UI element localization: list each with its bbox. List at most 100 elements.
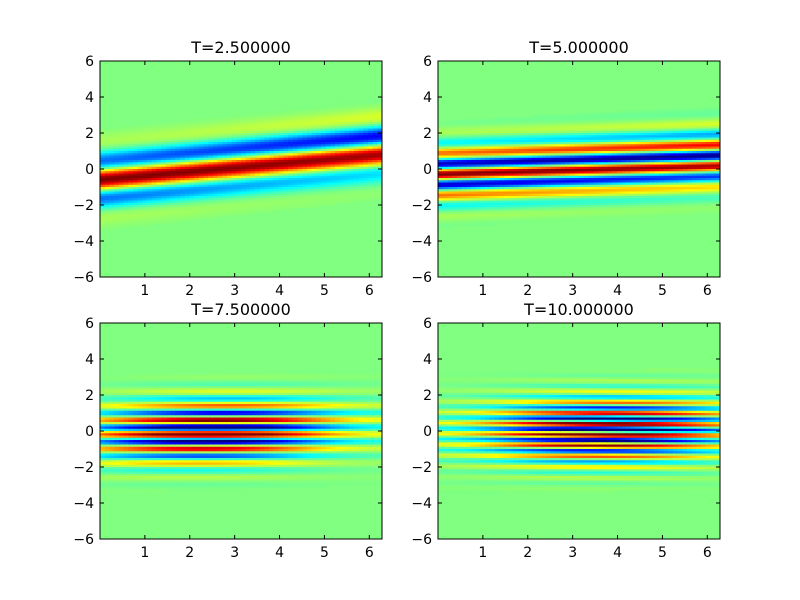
heatmap-cell — [194, 200, 200, 204]
heatmap-cell — [536, 164, 542, 168]
heatmap-cell — [517, 175, 524, 179]
heatmap-cell — [644, 126, 651, 130]
heatmap-cell — [597, 193, 604, 197]
heatmap-cell — [128, 164, 134, 168]
heatmap-cell — [616, 110, 622, 114]
heatmap-cell — [349, 162, 355, 166]
heatmap-cell — [555, 207, 561, 211]
heatmap-cell — [626, 137, 632, 141]
heatmap-cell — [217, 171, 223, 175]
heatmap-cell — [259, 171, 266, 175]
heatmap-cell — [377, 187, 382, 190]
heatmap-cell — [438, 214, 444, 217]
heatmap-cell — [335, 121, 341, 125]
heatmap-cell — [363, 187, 369, 190]
heatmap-cell — [311, 187, 317, 190]
heatmap-cell — [137, 220, 143, 224]
heatmap-cell — [658, 171, 665, 175]
heatmap-cell — [316, 133, 322, 136]
heatmap-cell — [292, 173, 298, 177]
heatmap-cell — [335, 103, 341, 107]
heatmap-cell — [118, 175, 125, 179]
heatmap-cell — [447, 220, 453, 224]
heatmap-cell — [255, 166, 261, 170]
heatmap-cell — [541, 133, 547, 136]
heatmap-cell — [452, 202, 458, 206]
heatmap-cell — [132, 187, 139, 190]
heatmap-cell — [513, 169, 519, 172]
heatmap-cell — [255, 139, 261, 143]
heatmap-cell — [241, 166, 247, 170]
heatmap-cell — [161, 148, 167, 152]
heatmap-cell — [452, 216, 458, 220]
heatmap-cell — [194, 180, 200, 184]
heatmap-cell — [297, 110, 303, 114]
heatmap-cell — [635, 130, 641, 134]
heatmap-cell — [100, 178, 106, 181]
heatmap-cell — [470, 128, 477, 132]
heatmap-cell — [325, 198, 331, 202]
heatmap-cell — [626, 133, 632, 136]
heatmap-cell — [593, 146, 599, 150]
heatmap-cell — [517, 202, 524, 206]
heatmap-cell — [208, 191, 214, 195]
heatmap-cell — [236, 198, 242, 202]
heatmap-cell — [363, 196, 369, 199]
heatmap-cell — [250, 137, 256, 141]
heatmap-cell — [494, 220, 500, 224]
heatmap-cell — [513, 157, 519, 161]
heatmap-cell — [536, 117, 542, 121]
heatmap-cell — [621, 207, 627, 211]
heatmap-cell — [480, 223, 486, 226]
heatmap-cell — [255, 124, 261, 127]
heatmap-cell — [456, 200, 463, 204]
heatmap-cell — [109, 196, 115, 199]
heatmap-cell — [353, 121, 360, 125]
heatmap-cell — [550, 193, 557, 197]
heatmap-cell — [128, 187, 134, 190]
heatmap-cell — [330, 146, 336, 150]
heatmap-cell — [335, 119, 341, 123]
heatmap-cell — [353, 137, 360, 141]
heatmap-cell — [564, 216, 571, 220]
heatmap-cell — [259, 175, 266, 179]
heatmap-cell — [550, 115, 557, 118]
heatmap-cell — [593, 191, 599, 195]
heatmap-cell — [203, 160, 209, 163]
heatmap-cell — [517, 218, 524, 222]
heatmap-cell — [447, 137, 453, 141]
heatmap-cell — [470, 193, 477, 197]
heatmap-cell — [212, 202, 219, 206]
heatmap-cell — [489, 162, 495, 166]
heatmap-cell — [118, 182, 125, 186]
heatmap-cell — [151, 220, 157, 224]
heatmap-cell — [574, 166, 580, 170]
heatmap-cell — [302, 196, 308, 199]
heatmap-cell — [602, 162, 608, 166]
heatmap-cell — [194, 128, 200, 132]
heatmap-cell — [335, 128, 341, 132]
heatmap-cell — [654, 169, 660, 172]
heatmap-cell — [503, 175, 510, 179]
heatmap-cell — [269, 155, 275, 159]
heatmap-cell — [663, 117, 669, 121]
heatmap-cell — [536, 133, 542, 136]
heatmap-cell — [236, 137, 242, 141]
heatmap-cell — [560, 187, 566, 190]
heatmap-cell — [344, 196, 350, 199]
heatmap-cell — [241, 117, 247, 121]
heatmap-cell — [593, 144, 599, 148]
heatmap-cell — [259, 162, 266, 166]
heatmap-cell — [137, 166, 143, 170]
heatmap-cell — [179, 214, 186, 217]
heatmap-cell — [621, 211, 627, 215]
x-tick-label: 2 — [185, 283, 194, 299]
heatmap-cell — [447, 130, 453, 134]
heatmap-cell — [217, 205, 223, 208]
heatmap-cell — [461, 148, 467, 152]
heatmap-cell — [602, 207, 608, 211]
heatmap-cell — [339, 166, 345, 170]
heatmap-cell — [588, 126, 594, 130]
heatmap-cell — [564, 155, 571, 159]
heatmap-cell — [438, 180, 444, 184]
